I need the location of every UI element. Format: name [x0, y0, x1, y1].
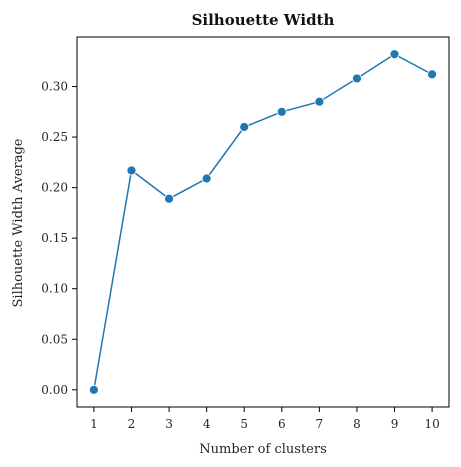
chart-title: Silhouette Width: [192, 11, 335, 29]
y-tick-label: 0.10: [41, 282, 68, 296]
data-point: [164, 193, 174, 204]
data-point: [314, 96, 325, 107]
series-markers: [89, 49, 437, 395]
x-tick-label: 4: [203, 417, 211, 431]
x-axis-ticks: 1 2 3 4 5 6 7 8 9 10: [90, 407, 440, 431]
x-tick-label: 1: [90, 417, 98, 431]
y-tick-label: 0.05: [41, 332, 68, 346]
x-tick-label: 2: [128, 417, 136, 431]
plot-area: 0.00 0.05 0.10 0.15 0.20 0.25 0.30 1 2 3 4 5 6 7 8 9 10: [41, 36, 450, 431]
y-axis-ticks: 0.00 0.05 0.10 0.15 0.20 0.25 0.30: [41, 80, 77, 397]
x-tick-label: 5: [240, 417, 248, 431]
data-point: [239, 122, 250, 132]
data-point: [201, 173, 212, 184]
data-point: [352, 73, 362, 84]
y-tick-label: 0.00: [41, 383, 68, 397]
data-point: [89, 384, 99, 395]
x-tick-label: 7: [316, 417, 324, 431]
data-point: [126, 165, 137, 176]
series-line: [93, 53, 433, 390]
y-axis-title: Silhouette Width Average: [11, 138, 26, 307]
x-tick-label: 3: [165, 417, 173, 431]
y-tick-label: 0.15: [41, 231, 68, 245]
x-tick-label: 9: [391, 417, 399, 431]
y-tick-label: 0.30: [41, 80, 68, 94]
x-tick-label: 8: [353, 417, 361, 431]
y-tick-label: 0.20: [41, 181, 68, 195]
plot-frame: [76, 36, 450, 408]
x-tick-label: 6: [278, 417, 286, 431]
y-tick-label: 0.25: [41, 130, 68, 144]
data-point: [389, 49, 400, 60]
data-point: [276, 106, 287, 117]
x-tick-label: 10: [424, 417, 439, 431]
data-point: [427, 69, 437, 80]
x-axis-title: Number of clusters: [199, 442, 327, 457]
